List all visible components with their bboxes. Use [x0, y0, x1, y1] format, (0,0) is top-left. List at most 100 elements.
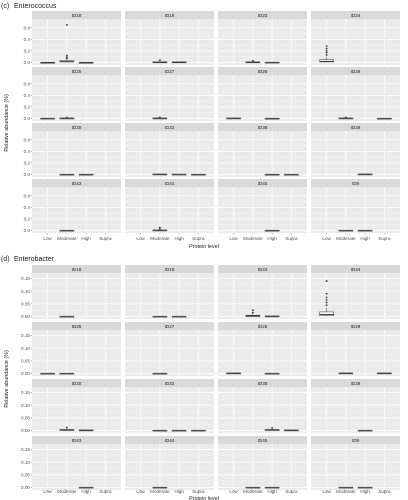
boxplot-moderate: [245, 309, 261, 317]
boxplot-moderate: [59, 372, 75, 375]
outlier-point: [271, 427, 274, 429]
y-tick-label: 0.15: [21, 276, 30, 281]
boxplot-moderate: [59, 426, 75, 431]
panel-background: [311, 444, 400, 490]
facet-strip-label: ID38: [258, 381, 268, 386]
facet-strip: [125, 179, 214, 187]
boxplot-moderate: [338, 372, 354, 375]
facet-strip-label: ID29: [351, 69, 361, 74]
outlier-point: [325, 299, 328, 301]
y-tick-label: 0.10: [21, 289, 30, 294]
boxplot-high: [264, 315, 280, 318]
facet-panel-ID25: ID25 0.0 0.2 0.4 0.6: [24, 67, 121, 121]
panel-background: [218, 187, 307, 233]
outlier-point: [325, 51, 328, 54]
boxplot-high: [264, 372, 280, 375]
x-tick-label: High: [267, 236, 277, 241]
panel-background: [125, 75, 214, 121]
y-tick-label: 0.15: [21, 447, 30, 452]
x-tick-label: Supra: [378, 236, 391, 241]
facet-strip: [32, 123, 121, 131]
panel-background: [311, 387, 400, 433]
y-tick-label: 0.4: [24, 37, 31, 42]
x-tick-label: Low: [136, 236, 145, 241]
facet-panel-ID43: ID43 0.00 0.05 0.10 0.15 Low Moderate High Supra: [21, 436, 121, 494]
boxplot-low: [319, 45, 334, 63]
outlier-point: [325, 45, 328, 48]
outlier-point: [325, 50, 328, 52]
facet-strip: [218, 11, 307, 19]
outlier-point: [158, 226, 161, 229]
boxplot-supra: [284, 173, 299, 176]
x-tick-label: Low: [229, 236, 238, 241]
boxplot-high: [264, 427, 280, 431]
y-tick-label: 0.6: [24, 193, 31, 198]
panel-background: [32, 19, 121, 65]
boxplot-moderate: [152, 486, 168, 489]
facet-strip: [125, 67, 214, 75]
facet-strip: [32, 67, 121, 75]
facet-panel-ID18: ID18 0.0 0.2 0.4 0.6: [24, 11, 121, 65]
y-tick-label: 0.6: [24, 137, 31, 142]
x-tick-label: Moderate: [336, 489, 356, 494]
facet-strip-label: ID39: [351, 381, 361, 386]
facet-strip-label: ID32: [165, 125, 175, 130]
outlier-point: [325, 280, 328, 282]
x-tick-label: High: [81, 236, 91, 241]
boxplot-high: [357, 486, 373, 489]
y-tick-label: 0.2: [24, 49, 31, 54]
x-tick-label: High: [267, 489, 277, 494]
facet-strip: [125, 123, 214, 131]
x-tick-label: Moderate: [150, 489, 170, 494]
x-tick-label: Supra: [192, 236, 205, 241]
boxplot-moderate: [59, 315, 75, 318]
y-tick-label: 0.00: [21, 314, 30, 319]
panel-background: [125, 387, 214, 433]
facet-strip: [125, 379, 214, 387]
y-axis-title: Relative abundance (%): [4, 350, 10, 408]
facet-strip-label: ID28: [258, 324, 268, 329]
panel-background: [32, 273, 121, 319]
x-tick-label: Low: [322, 236, 331, 241]
facet-strip-label: ID43: [72, 181, 82, 186]
facet-strip: [32, 379, 121, 387]
y-tick-label: 0.10: [21, 346, 30, 351]
facet-strip-label: ID25: [72, 69, 82, 74]
facet-strip-label: ID23: [258, 267, 268, 272]
boxplot-moderate: [338, 229, 354, 232]
boxplot-moderate: [245, 486, 261, 489]
panel-background: [311, 187, 400, 233]
outlier-point: [325, 296, 328, 299]
facet-strip-label: ID29: [351, 324, 361, 329]
panel-background: [218, 273, 307, 319]
x-tick-label: High: [360, 236, 370, 241]
outlier-point: [325, 292, 328, 295]
facet-panel-ID44: ID44 Low Moderate High Supra: [125, 179, 214, 241]
y-tick-label: 0.2: [24, 105, 31, 110]
panel-background: [32, 444, 121, 490]
panel-background: [32, 387, 121, 433]
x-tick-label: Moderate: [57, 489, 77, 494]
x-tick-label: High: [174, 236, 184, 241]
x-tick-label: Moderate: [243, 236, 263, 241]
facet-panel-ID45: ID45 Low Moderate High Supra: [218, 179, 307, 241]
x-tick-label: Supra: [192, 489, 205, 494]
x-tick-label: Moderate: [243, 489, 263, 494]
facet-strip-label: ID30: [72, 381, 82, 386]
x-tick-label: Supra: [285, 236, 298, 241]
panel-background: [218, 19, 307, 65]
panel-background: [125, 19, 214, 65]
boxplot-moderate: [152, 59, 168, 64]
facet-strip: [32, 265, 121, 273]
boxplot-high: [357, 173, 373, 176]
x-tick-label: Low: [43, 236, 52, 241]
boxplot-high: [264, 61, 280, 64]
boxplot-supra: [284, 429, 299, 432]
y-tick-label: 0.00: [21, 428, 30, 433]
y-tick-label: 0.05: [21, 301, 30, 306]
outlier-point: [325, 47, 328, 50]
y-tick-label: 0.4: [24, 205, 31, 210]
y-tick-label: 0.00: [21, 485, 30, 490]
facet-panel-ID30: ID30 0.00 0.05 0.10 0.15: [21, 379, 121, 433]
y-tick-label: 0.0: [24, 228, 31, 233]
